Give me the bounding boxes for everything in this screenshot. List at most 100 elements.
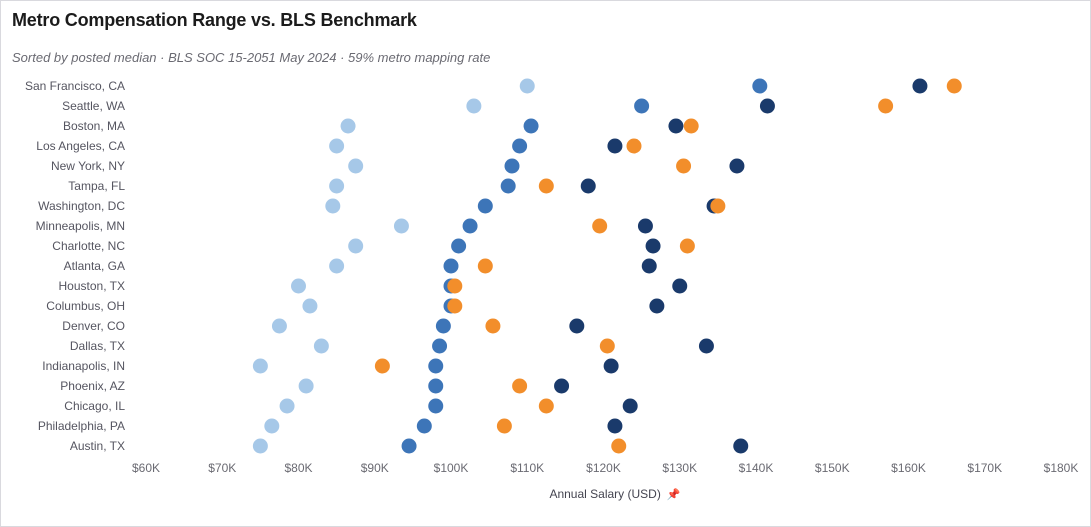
data-point[interactable]	[348, 158, 364, 174]
data-point[interactable]	[329, 178, 345, 194]
data-point[interactable]	[645, 238, 661, 254]
category-label: Columbus, OH	[46, 299, 125, 313]
data-point[interactable]	[485, 318, 501, 334]
data-point[interactable]	[302, 298, 318, 314]
data-point[interactable]	[733, 438, 749, 454]
data-point[interactable]	[580, 178, 596, 194]
data-point[interactable]	[599, 338, 615, 354]
data-point[interactable]	[634, 98, 650, 114]
data-point[interactable]	[519, 78, 535, 94]
data-point[interactable]	[477, 198, 493, 214]
data-point[interactable]	[683, 118, 699, 134]
category-label: San Francisco, CA	[25, 79, 125, 93]
x-axis-title: Annual Salary (USD)	[549, 487, 661, 501]
data-point[interactable]	[592, 218, 608, 234]
data-point[interactable]	[554, 378, 570, 394]
category-label: Indianapolis, IN	[42, 359, 125, 373]
data-point[interactable]	[752, 78, 768, 94]
pin-icon[interactable]: 📌	[666, 489, 681, 501]
category-label: Seattle, WA	[62, 99, 125, 113]
data-point[interactable]	[912, 78, 928, 94]
data-point[interactable]	[271, 318, 287, 334]
x-tick-label: $120K	[586, 461, 621, 475]
data-point[interactable]	[279, 398, 295, 414]
data-point[interactable]	[946, 78, 962, 94]
data-point[interactable]	[325, 198, 341, 214]
data-point[interactable]	[264, 418, 280, 434]
data-point[interactable]	[538, 398, 554, 414]
data-point[interactable]	[641, 258, 657, 274]
data-point[interactable]	[451, 238, 467, 254]
data-point[interactable]	[496, 418, 512, 434]
x-tick-label: $150K	[815, 461, 850, 475]
data-point[interactable]	[523, 118, 539, 134]
data-point[interactable]	[512, 138, 528, 154]
data-point[interactable]	[428, 378, 444, 394]
data-point[interactable]	[329, 258, 345, 274]
x-tick-label: $130K	[662, 461, 697, 475]
category-label: Philadelphia, PA	[38, 419, 125, 433]
category-label: Charlotte, NC	[52, 239, 125, 253]
x-tick-label: $160K	[891, 461, 926, 475]
data-point[interactable]	[298, 378, 314, 394]
data-point[interactable]	[401, 438, 417, 454]
data-point[interactable]	[466, 98, 482, 114]
data-point[interactable]	[512, 378, 528, 394]
data-point[interactable]	[569, 318, 585, 334]
data-point[interactable]	[374, 358, 390, 374]
data-point[interactable]	[622, 398, 638, 414]
data-point[interactable]	[477, 258, 493, 274]
data-point[interactable]	[428, 398, 444, 414]
chart-subtitle: Sorted by posted median · BLS SOC 15-205…	[12, 50, 491, 65]
x-tick-label: $70K	[208, 461, 236, 475]
data-point[interactable]	[252, 358, 268, 374]
x-tick-label: $140K	[739, 461, 774, 475]
data-point[interactable]	[504, 158, 520, 174]
data-point[interactable]	[500, 178, 516, 194]
data-point[interactable]	[291, 278, 306, 294]
data-point[interactable]	[679, 238, 695, 254]
data-point[interactable]	[637, 218, 653, 234]
x-axis-title-row: Annual Salary (USD) 📌	[0, 487, 1091, 501]
data-point[interactable]	[878, 98, 894, 114]
data-point[interactable]	[649, 298, 665, 314]
data-point[interactable]	[538, 178, 554, 194]
data-point[interactable]	[252, 438, 268, 454]
category-label: Los Angeles, CA	[36, 139, 125, 153]
data-point[interactable]	[443, 258, 459, 274]
data-point[interactable]	[607, 418, 623, 434]
data-point[interactable]	[603, 358, 619, 374]
x-tick-label: $180K	[1044, 461, 1079, 475]
data-point[interactable]	[432, 338, 448, 354]
data-point[interactable]	[710, 198, 726, 214]
category-label: Atlanta, GA	[64, 259, 125, 273]
data-point[interactable]	[626, 138, 642, 154]
data-point[interactable]	[348, 238, 364, 254]
data-point[interactable]	[447, 298, 463, 314]
data-point[interactable]	[729, 158, 745, 174]
data-point[interactable]	[435, 318, 451, 334]
data-point[interactable]	[313, 338, 329, 354]
data-point[interactable]	[447, 278, 463, 294]
data-point[interactable]	[329, 138, 345, 154]
data-point[interactable]	[340, 118, 356, 134]
data-point[interactable]	[668, 118, 684, 134]
data-point[interactable]	[428, 358, 444, 374]
x-tick-label: $80K	[284, 461, 312, 475]
data-point[interactable]	[672, 278, 688, 294]
data-point[interactable]	[462, 218, 478, 234]
x-tick-label: $170K	[967, 461, 1002, 475]
x-tick-label: $90K	[361, 461, 389, 475]
data-point[interactable]	[607, 138, 623, 154]
data-point[interactable]	[698, 338, 714, 354]
data-point[interactable]	[416, 418, 432, 434]
data-point[interactable]	[611, 438, 627, 454]
category-label: Houston, TX	[59, 279, 125, 293]
data-point[interactable]	[676, 158, 692, 174]
data-point[interactable]	[393, 218, 409, 234]
data-point[interactable]	[759, 98, 775, 114]
x-tick-label: $60K	[132, 461, 160, 475]
x-tick-label: $110K	[510, 461, 544, 475]
category-label: Boston, MA	[63, 119, 125, 133]
